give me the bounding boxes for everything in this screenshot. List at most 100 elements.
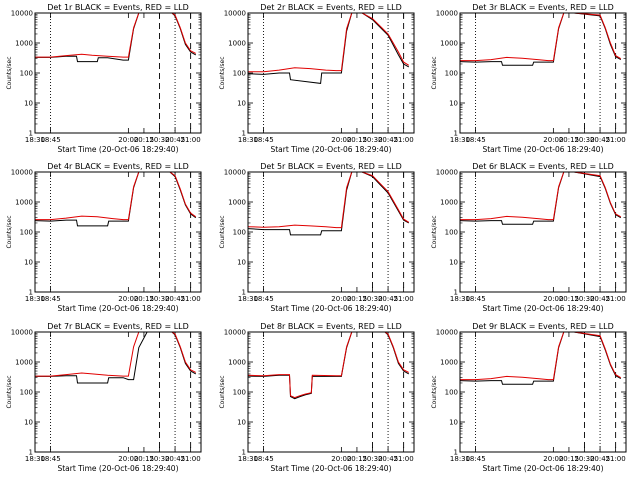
plot-frame [247,171,415,293]
y-axis-label: Counts/sec [219,215,226,248]
x-axis-label: Start Time (20-Oct-06 18:29:40) [57,145,178,154]
events-series-line [248,172,410,236]
plot-frame [459,171,627,293]
y-tick-label: 10000 [436,10,458,18]
lld-series-line [248,172,410,229]
x-tick-label: 18:45 [40,455,60,463]
x-tick-label: 18:30 [25,136,45,144]
y-axis-label: Counts/sec [431,56,438,89]
x-tick-label: 20:30 [149,136,169,144]
x-tick-label: 20:00 [543,295,563,303]
events-series-line [460,13,622,66]
y-tick-label: 100 [233,229,246,237]
x-tick-label: 20:00 [118,455,138,463]
x-tick-label: 20:15 [347,295,367,303]
x-tick-label: 20:45 [378,136,398,144]
detector-panel-6: Det 6r BLACK = Events, RED = LLD Counts/s… [431,162,627,313]
detector-panel-5: Det 5r BLACK = Events, RED = LLD Counts/s… [219,162,415,313]
lld-series-line [460,332,622,381]
x-tick-label: 20:45 [590,295,610,303]
x-tick-label: 21:00 [606,455,626,463]
x-tick-label: 18:30 [238,455,258,463]
y-tick-label: 100 [445,389,458,397]
y-tick-label: 1 [29,449,33,457]
y-tick-label: 100 [233,70,246,78]
panel-title: Det 7r BLACK = Events, RED = LLD [47,322,189,331]
x-tick-label: 20:30 [574,455,594,463]
x-tick-label: 18:30 [25,455,45,463]
events-series-line [35,13,197,63]
x-tick-label: 20:45 [165,136,185,144]
y-tick-label: 100 [20,229,33,237]
lld-series-line [248,332,410,399]
y-tick-label: 10000 [11,10,33,18]
detector-panel-8: Det 8r BLACK = Events, RED = LLD Counts/s… [219,322,415,473]
plot-frame [247,331,415,453]
y-tick-label: 10000 [224,10,246,18]
lld-series-line [35,172,197,221]
panel-title: Det 6r BLACK = Events, RED = LLD [472,162,614,171]
panel-title: Det 5r BLACK = Events, RED = LLD [260,162,402,171]
lld-series-line [460,172,622,221]
y-tick-label: 1 [242,449,246,457]
y-tick-label: 10000 [11,169,33,177]
x-tick-label: 20:45 [165,455,185,463]
y-axis-label: Counts/sec [219,375,226,408]
x-axis-label: Start Time (20-Oct-06 18:29:40) [482,145,603,154]
x-tick-label: 20:15 [559,455,579,463]
x-tick-label: 20:15 [559,136,579,144]
x-tick-label: 20:45 [590,136,610,144]
y-tick-label: 10 [237,259,246,267]
panel-title: Det 8r BLACK = Events, RED = LLD [260,322,402,331]
y-tick-label: 100 [20,389,33,397]
y-tick-label: 100 [445,229,458,237]
x-axis-label: Start Time (20-Oct-06 18:29:40) [482,304,603,313]
detector-panel-4: Det 4r BLACK = Events, RED = LLD Counts/s… [6,162,202,313]
y-axis-label: Counts/sec [431,215,438,248]
y-tick-label: 10 [237,100,246,108]
x-tick-label: 18:30 [238,295,258,303]
lld-series-line [248,13,410,73]
x-tick-label: 18:30 [25,295,45,303]
events-series-line [460,172,622,225]
y-tick-label: 1 [454,130,458,138]
panel-title: Det 4r BLACK = Events, RED = LLD [47,162,189,171]
detector-panel-9: Det 9r BLACK = Events, RED = LLD Counts/s… [431,322,627,473]
y-tick-label: 1000 [15,40,33,48]
y-tick-label: 1 [242,289,246,297]
y-tick-label: 100 [20,70,33,78]
x-tick-label: 21:00 [181,295,201,303]
x-tick-label: 20:15 [347,455,367,463]
x-tick-label: 21:00 [394,295,414,303]
y-tick-label: 1000 [228,40,246,48]
x-tick-label: 21:00 [181,136,201,144]
y-tick-label: 10 [24,100,33,108]
panel-title: Det 1r BLACK = Events, RED = LLD [47,3,189,12]
x-axis-label: Start Time (20-Oct-06 18:29:40) [482,464,603,473]
y-tick-label: 10 [24,259,33,267]
x-tick-label: 20:30 [574,295,594,303]
y-tick-label: 10 [449,419,458,427]
x-tick-label: 21:00 [606,295,626,303]
x-tick-label: 18:45 [253,295,273,303]
y-tick-label: 10000 [11,329,33,337]
y-axis-label: Counts/sec [219,56,226,89]
y-tick-label: 10 [449,259,458,267]
y-tick-label: 1000 [440,359,458,367]
x-tick-label: 20:00 [118,136,138,144]
x-tick-label: 18:30 [450,295,470,303]
y-tick-label: 1000 [15,359,33,367]
x-tick-label: 18:45 [465,295,485,303]
y-tick-label: 10000 [224,169,246,177]
x-tick-label: 20:30 [362,136,382,144]
x-tick-label: 20:00 [331,455,351,463]
plot-frame [459,331,627,453]
plot-frame [34,12,202,134]
x-tick-label: 20:45 [590,455,610,463]
detector-panel-3: Det 3r BLACK = Events, RED = LLD Counts/s… [431,3,627,154]
events-series-line [248,332,410,400]
x-tick-label: 20:00 [543,136,563,144]
x-tick-label: 21:00 [394,455,414,463]
x-axis-label: Start Time (20-Oct-06 18:29:40) [57,464,178,473]
